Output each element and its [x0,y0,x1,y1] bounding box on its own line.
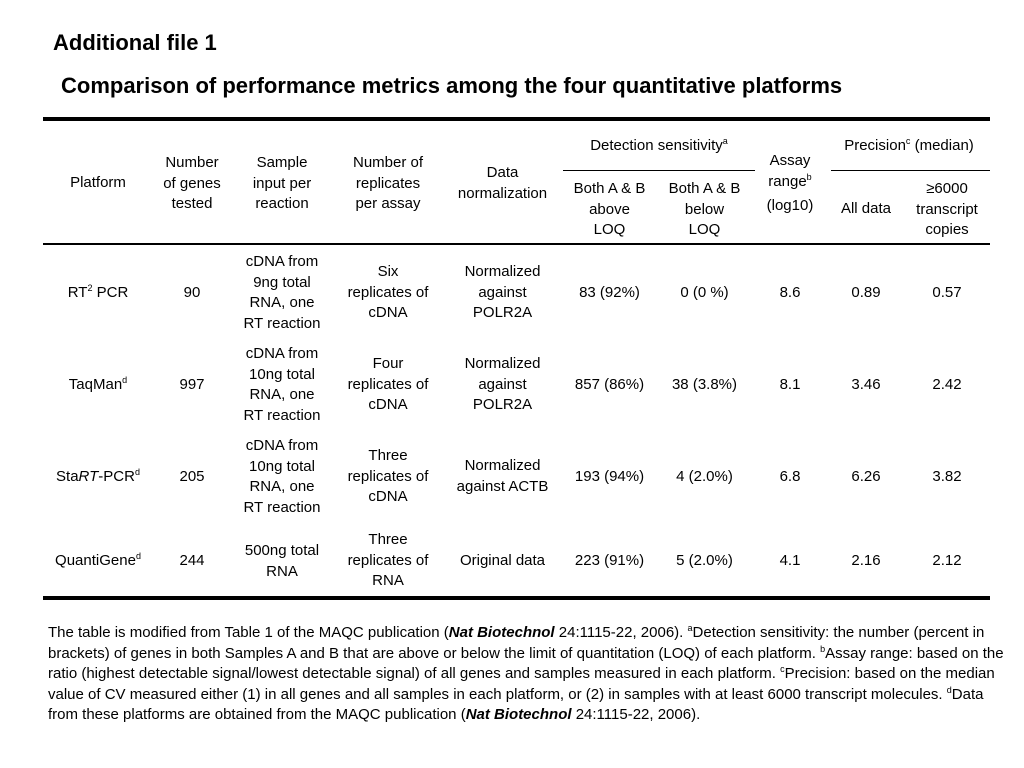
table-row-input: cDNA from 10ng total RNA, one RT reactio… [243,437,321,516]
table-row-replicates: Four replicates of cDNA [347,355,429,413]
table-row-normalization: Original data [459,552,546,569]
file-label: Additional file 1 [53,30,217,55]
table-row-precision-6000: 0.57 [932,284,962,301]
col-header-6000-copies: ≥6000 transcript copies [916,180,978,238]
detection-group-rule [563,170,755,171]
col-header-platform: Platform [70,174,126,191]
table-row-normalization: Normalized against POLR2A [464,355,541,413]
table-row-replicates: Three replicates of RNA [347,531,429,589]
page-title: Comparison of performance metrics among … [61,73,843,98]
col-header-normalization: Data normalization [457,164,548,202]
col-header-all-data: All data [840,200,892,217]
col-header-input: Sample input per reaction [252,154,312,212]
table-row-normalization: Normalized against ACTB [456,457,549,495]
table-row-precision-all: 0.89 [851,284,881,301]
table-row-below-loq: 0 (0 %) [680,284,729,301]
table-row-genes: 205 [179,468,205,485]
table-row-above-loq: 83 (92%) [579,284,640,301]
table-row-assay-range: 8.6 [779,284,801,301]
table-row-replicates: Three replicates of cDNA [347,447,429,505]
table-row-input: cDNA from 9ng total RNA, one RT reaction [243,253,321,332]
table-row-platform: RT2 PCR [67,283,129,302]
table-row-precision-6000: 2.12 [932,552,962,569]
col-header-precision-group: Precisionc (median) [844,136,974,155]
table-row-platform: StaRT-PCRd [56,467,140,486]
table-row-below-loq: 5 (2.0%) [676,552,733,569]
table-footnote: The table is modified from Table 1 of th… [48,623,1004,724]
table-row-genes: 244 [179,552,205,569]
table-row-precision-all: 3.46 [851,376,881,393]
table-row-replicates: Six replicates of cDNA [347,263,429,321]
table-row-below-loq: 38 (3.8%) [671,376,738,393]
table-row-normalization: Normalized against POLR2A [464,263,541,321]
table-top-rule [43,117,990,121]
table-row-assay-range: 4.1 [779,552,801,569]
table-row-platform: QuantiGened [55,551,141,570]
col-header-assay-range: Assay rangeb (log10) [766,152,814,214]
col-header-above-loq: Both A & B above LOQ [573,180,646,238]
table-row-above-loq: 223 (91%) [574,552,645,569]
table-row-platform: TaqMand [68,375,128,394]
table-row-precision-6000: 3.82 [932,468,962,485]
table-row-below-loq: 4 (2.0%) [676,468,733,485]
table-row-above-loq: 193 (94%) [574,468,645,485]
table-row-above-loq: 857 (86%) [574,376,645,393]
table-row-precision-6000: 2.42 [932,376,962,393]
table-row-input: 500ng total RNA [244,542,320,580]
table-row-assay-range: 8.1 [779,376,801,393]
table-row-genes: 90 [183,284,201,301]
table-row-precision-all: 6.26 [851,468,881,485]
table-row-genes: 997 [179,376,205,393]
col-header-below-loq: Both A & B below LOQ [668,180,741,238]
col-header-genes: Number of genes tested [163,154,221,212]
col-header-replicates: Number of replicates per assay [352,154,424,212]
table-row-input: cDNA from 10ng total RNA, one RT reactio… [243,345,321,424]
col-header-detection-group: Detection sensitivitya [590,136,728,155]
table-bottom-rule [43,596,990,600]
table-header-rule [43,243,990,245]
table-row-assay-range: 6.8 [779,468,801,485]
precision-group-rule [831,170,990,171]
table-row-precision-all: 2.16 [851,552,881,569]
